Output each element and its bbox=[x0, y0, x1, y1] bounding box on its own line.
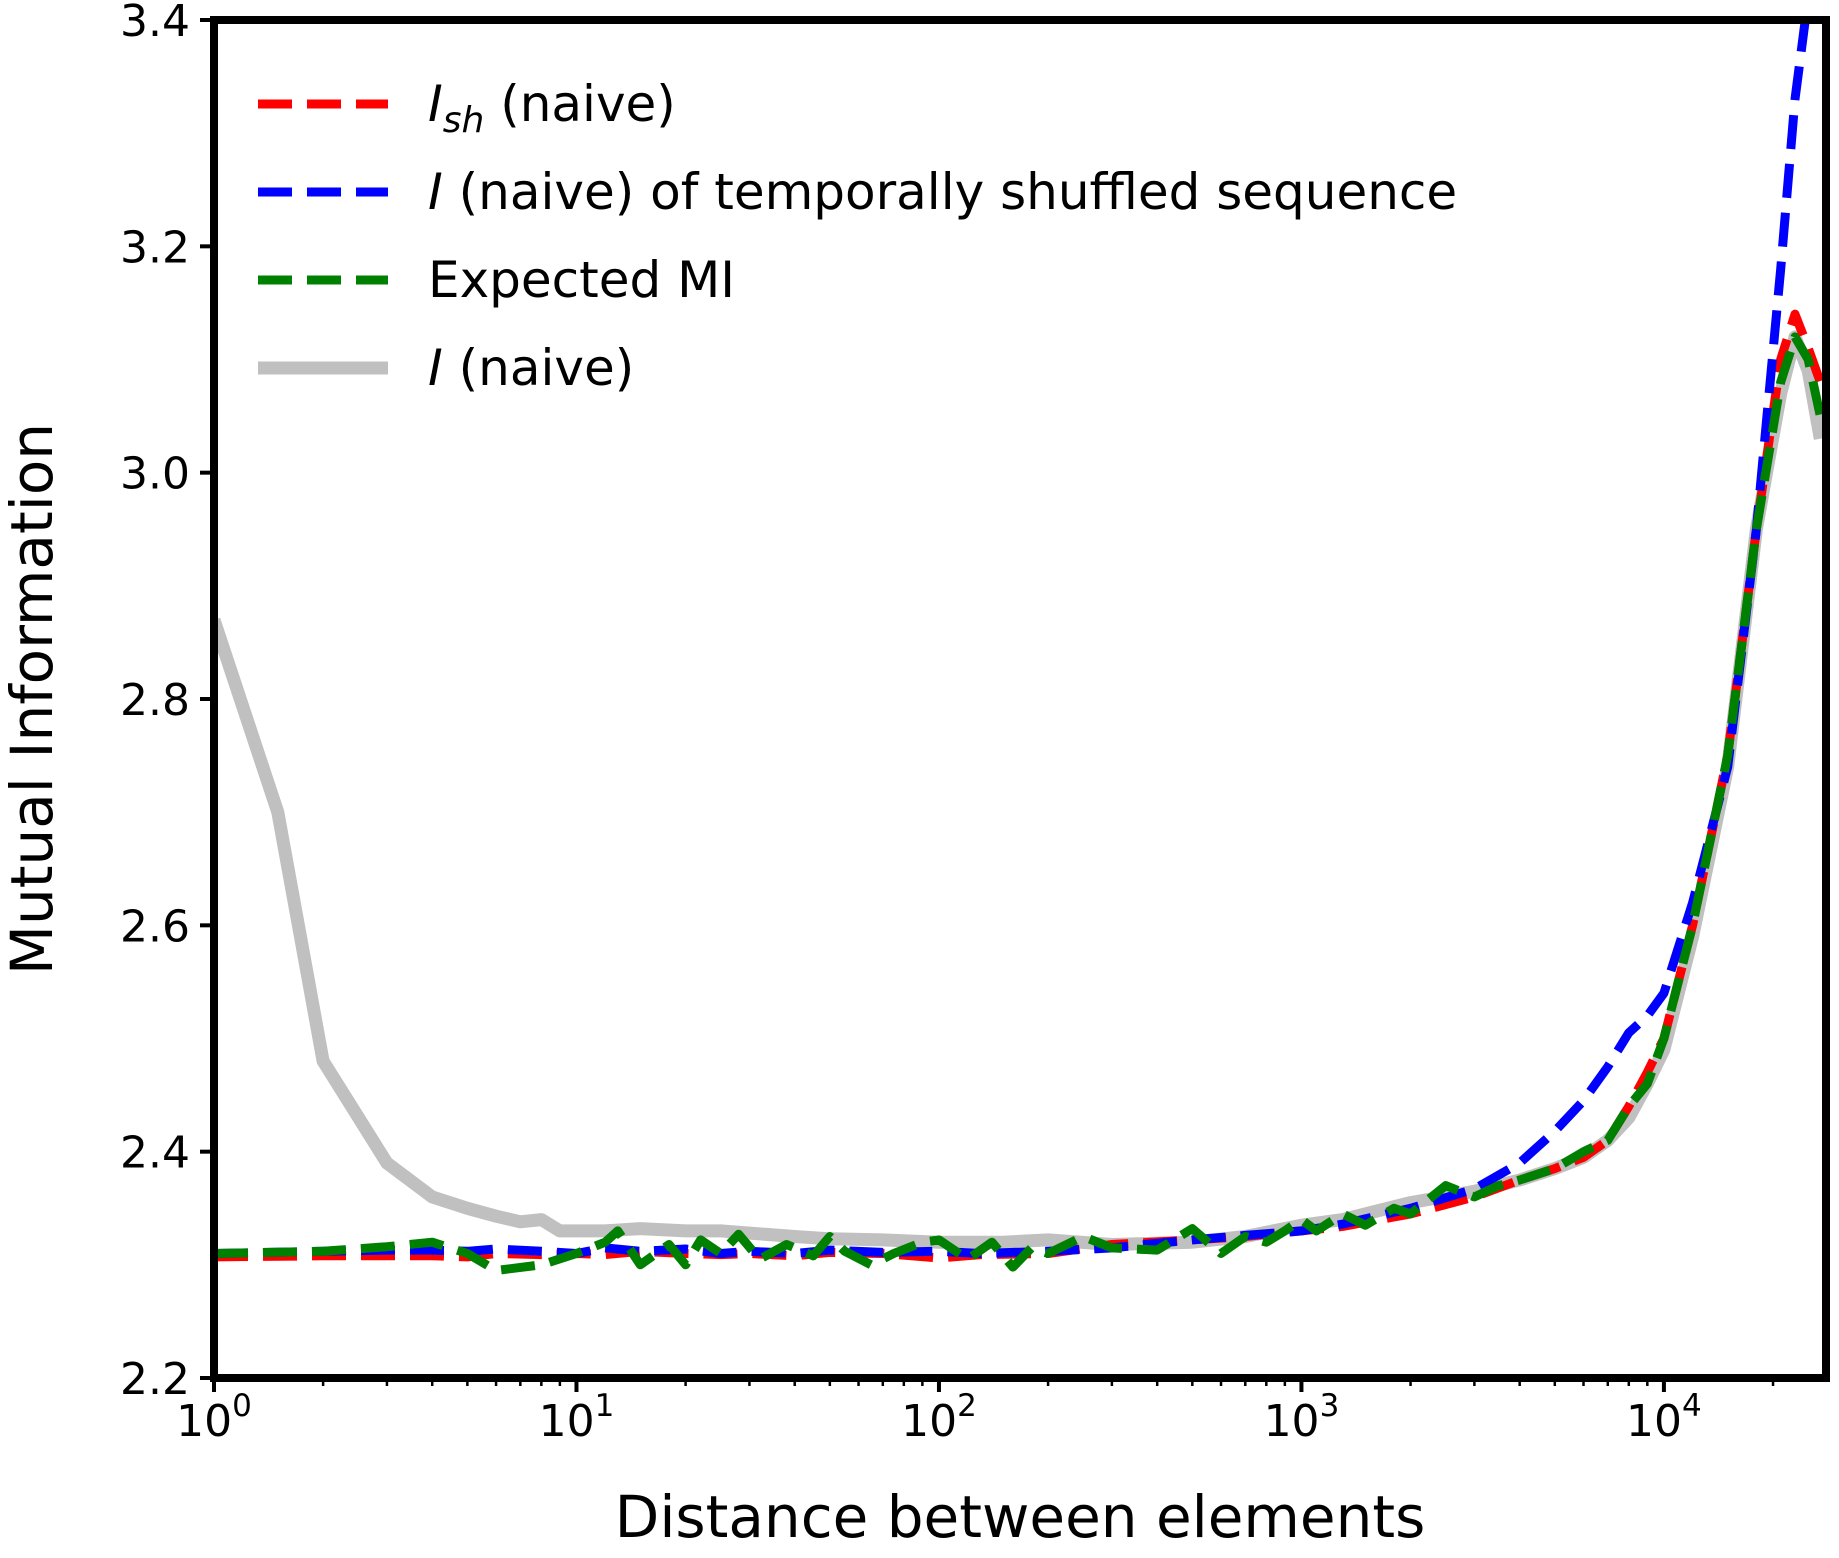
series-line-i-sh-naive bbox=[214, 309, 1825, 1263]
ticks-layer: 2.2 2.4 2.6 2.8 3.0 3.2 3.4 100 101 102 103 104 bbox=[120, 0, 1775, 1447]
y-tick-label: 2.6 bbox=[120, 901, 190, 952]
plot-frame bbox=[210, 16, 1830, 1382]
legend-label-expected-mi: Expected MI bbox=[428, 251, 735, 309]
x-tick-label: 101 bbox=[539, 1388, 615, 1447]
x-tick-label: 100 bbox=[176, 1388, 252, 1447]
legend: Ish (naive) I (naive) of temporally shuff… bbox=[258, 75, 1457, 397]
x-tick-label: 103 bbox=[1264, 1388, 1340, 1447]
x-tick-label: 102 bbox=[901, 1388, 977, 1447]
y-tick-label: 2.4 bbox=[120, 1128, 190, 1179]
y-tick-label: 2.2 bbox=[120, 1354, 190, 1405]
y-tick-label: 2.8 bbox=[120, 675, 190, 726]
series-layer bbox=[214, 20, 1826, 1275]
legend-label-i-sh-naive: Ish (naive) bbox=[428, 75, 676, 141]
x-tick-label: 104 bbox=[1626, 1388, 1702, 1447]
y-tick-label: 3.0 bbox=[120, 449, 190, 500]
y-tick-label: 3.2 bbox=[120, 222, 190, 273]
legend-label-i-naive: I (naive) bbox=[428, 339, 634, 397]
y-axis-title: Mutual Information bbox=[0, 423, 66, 975]
legend-label-i-naive-of-temporally-shuffled-sequence: I (naive) of temporally shuffled sequenc… bbox=[428, 163, 1457, 221]
x-axis-title: Distance between elements bbox=[615, 1483, 1426, 1551]
y-tick-label: 3.4 bbox=[120, 0, 190, 47]
series-line-expected-mi bbox=[214, 332, 1825, 1275]
